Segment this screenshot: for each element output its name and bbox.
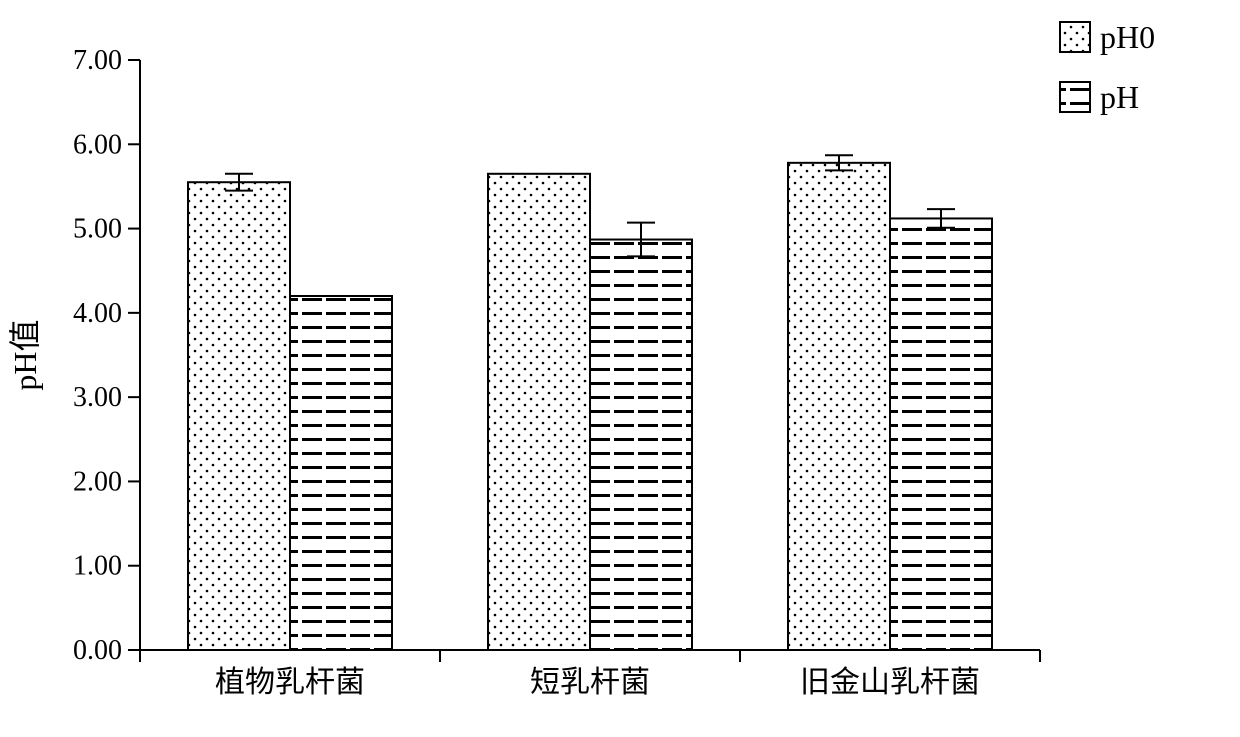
- y-tick-label: 3.00: [73, 382, 122, 413]
- bar-pH: [890, 218, 992, 650]
- legend-swatch-pH0: [1060, 22, 1090, 52]
- bar-pH0: [788, 163, 890, 650]
- y-tick-label: 5.00: [73, 214, 122, 245]
- y-tick-label: 2.00: [73, 466, 122, 497]
- bar-pH: [290, 296, 392, 650]
- chart-svg: 0.00 1.00 2.00 3.00 4.00 5.00 6.00 7.00 pH值植物乳杆菌…: [0, 0, 1240, 737]
- bar-pH: [590, 240, 692, 650]
- category-label: 旧金山乳杆菌: [800, 666, 980, 699]
- legend-label-pH0: pH0: [1100, 19, 1155, 55]
- y-tick-label: 6.00: [73, 129, 122, 160]
- y-tick-label: 4.00: [73, 298, 122, 329]
- category-label: 植物乳杆菌: [215, 666, 365, 699]
- category-label: 短乳杆菌: [530, 666, 650, 699]
- y-axis-title: pH值: [7, 319, 43, 390]
- y-tick-label: 1.00: [73, 551, 122, 582]
- legend-swatch-pH: [1060, 82, 1090, 112]
- bar-pH0: [188, 182, 290, 650]
- legend-label-pH: pH: [1100, 79, 1139, 115]
- bar-pH0: [488, 174, 590, 650]
- y-tick-label: 0.00: [73, 635, 122, 666]
- chart-container: 0.00 1.00 2.00 3.00 4.00 5.00 6.00 7.00 pH值植物乳杆菌…: [0, 0, 1240, 737]
- y-tick-label: 7.00: [73, 45, 122, 76]
